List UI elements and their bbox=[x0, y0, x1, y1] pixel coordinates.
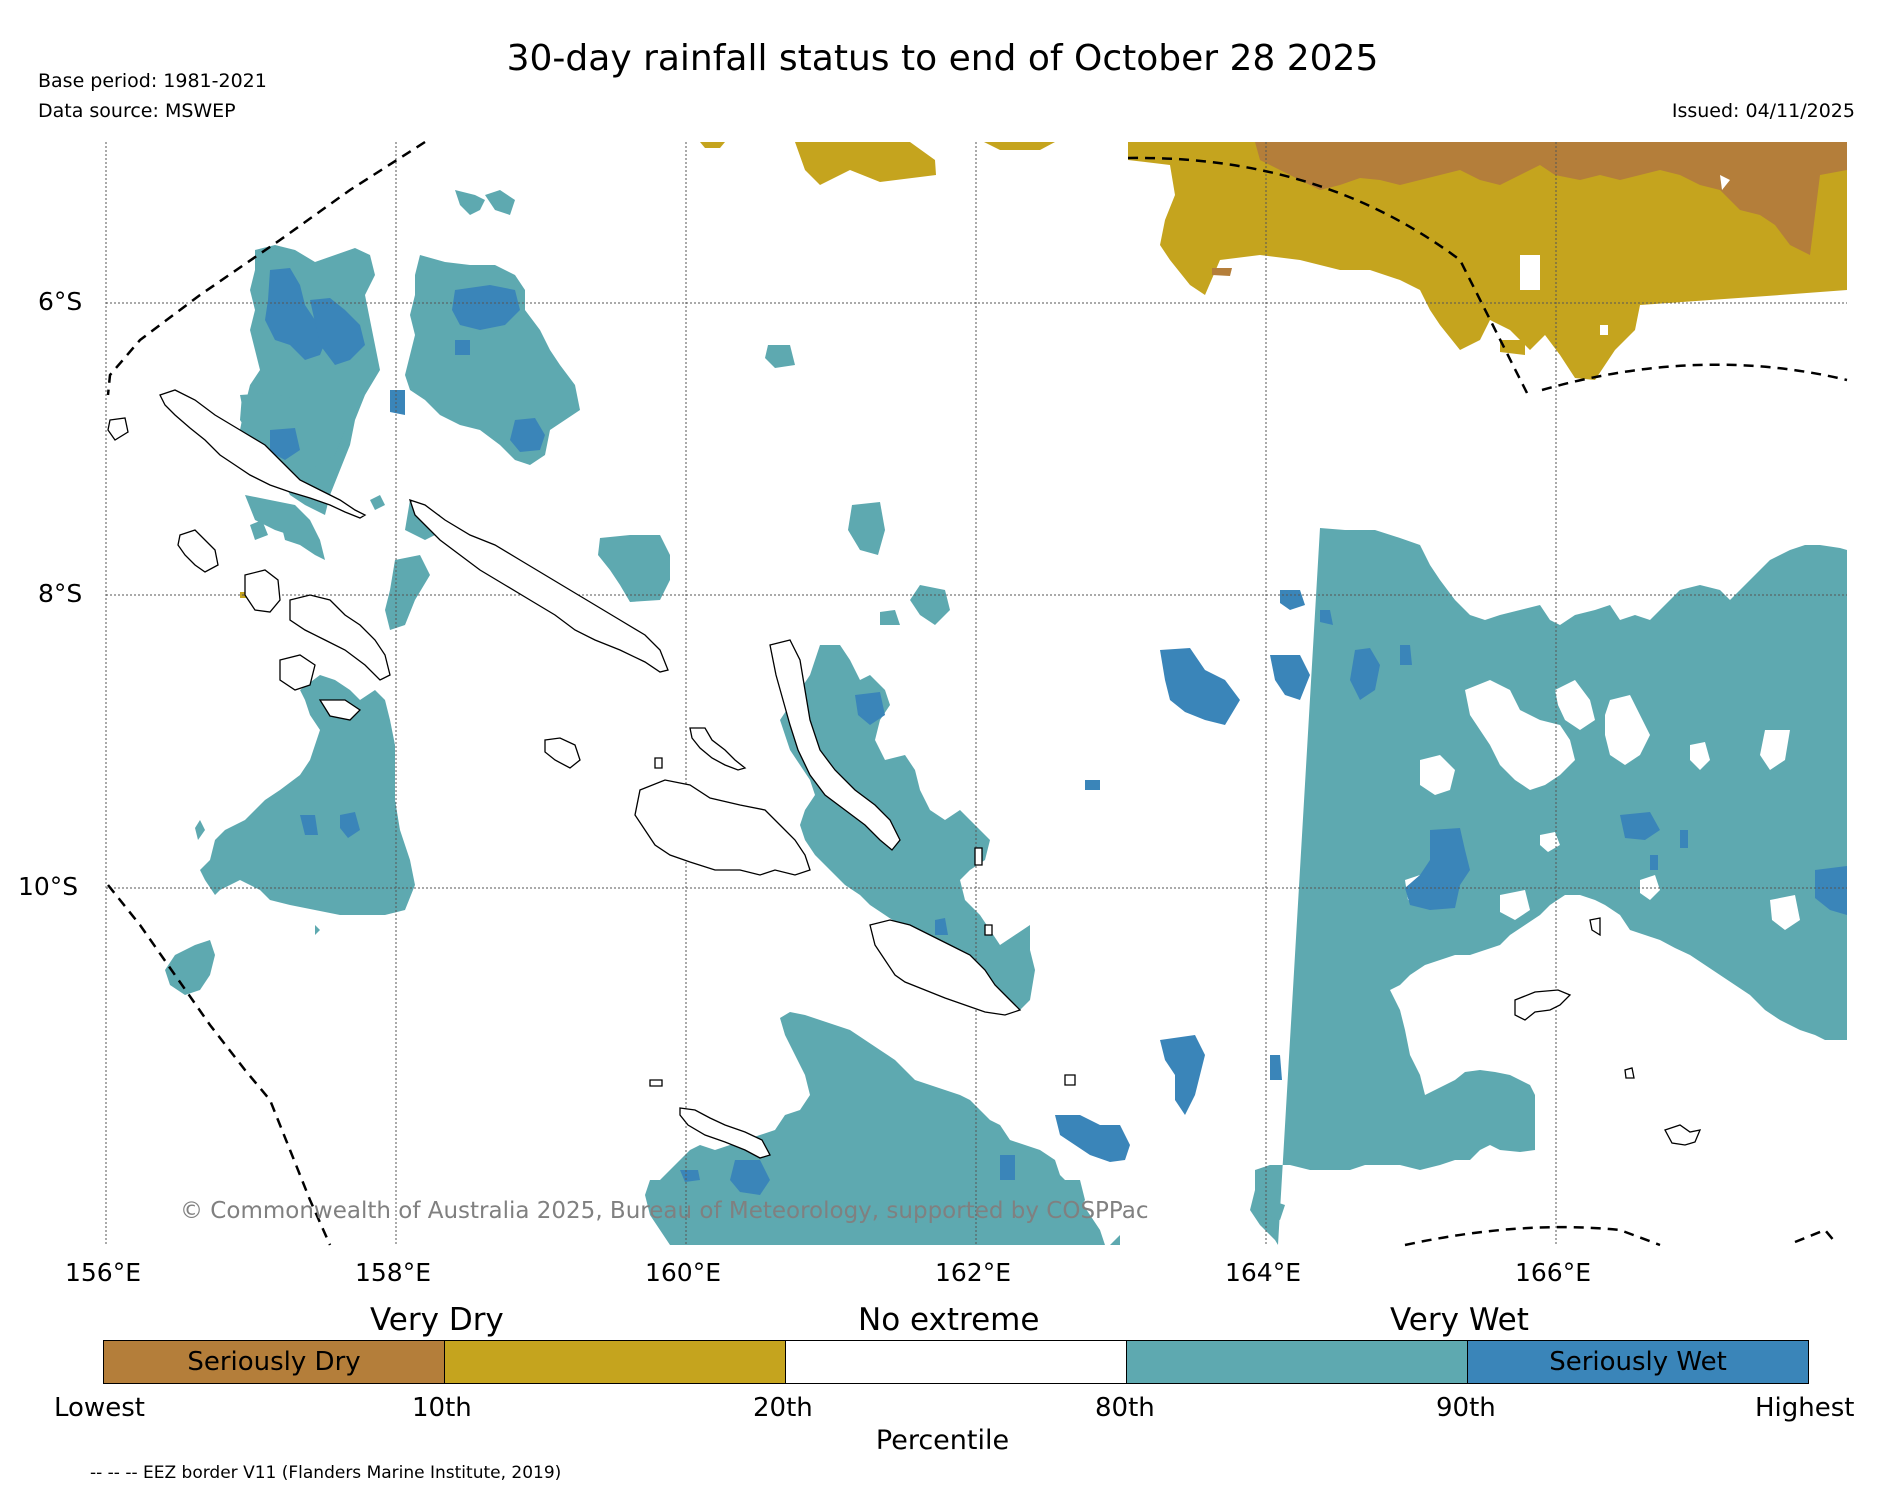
lon-label-164: 164°E bbox=[1225, 1258, 1302, 1287]
colorbar-very-wet bbox=[1127, 1341, 1468, 1383]
colorbar-seriously-wet: Seriously Wet bbox=[1468, 1341, 1808, 1383]
colorbar-no-extreme bbox=[786, 1341, 1127, 1383]
lon-label-160: 160°E bbox=[645, 1258, 722, 1287]
seriously-dry-areas bbox=[1212, 142, 1847, 276]
lon-label-158: 158°E bbox=[355, 1258, 432, 1287]
band-label-very-wet: Very Wet bbox=[1390, 1302, 1529, 1338]
lon-label-156: 156°E bbox=[65, 1258, 142, 1287]
lat-label-6s: 6°S bbox=[38, 287, 83, 316]
tick-90th: 90th bbox=[1436, 1393, 1496, 1423]
seriously-wet-areas bbox=[265, 268, 1847, 1195]
band-label-very-dry: Very Dry bbox=[370, 1302, 504, 1338]
base-period: Base period: 1981-2021 bbox=[38, 70, 267, 92]
data-source: Data source: MSWEP bbox=[38, 100, 236, 122]
lat-label-8s: 8°S bbox=[38, 579, 83, 608]
colorbar: Seriously Dry Seriously Wet bbox=[103, 1340, 1809, 1384]
band-label-no-extreme: No extreme bbox=[858, 1302, 1040, 1338]
very-dry-areas bbox=[240, 142, 1847, 860]
tick-20th: 20th bbox=[753, 1393, 813, 1423]
eez-borders bbox=[106, 140, 1848, 1247]
dry-holes bbox=[1520, 175, 1730, 335]
coastlines bbox=[107, 389, 1702, 1159]
map-title: 30-day rainfall status to end of October… bbox=[506, 38, 1379, 79]
lat-label-10s: 10°S bbox=[18, 872, 79, 901]
colorbar-very-dry bbox=[445, 1341, 786, 1383]
tick-80th: 80th bbox=[1095, 1393, 1155, 1423]
lon-label-162: 162°E bbox=[935, 1258, 1012, 1287]
issued-date: Issued: 04/11/2025 bbox=[1671, 100, 1855, 122]
tick-10th: 10th bbox=[412, 1393, 472, 1423]
tick-highest: Highest bbox=[1755, 1393, 1855, 1423]
lon-label-166: 166°E bbox=[1515, 1258, 1592, 1287]
eez-note: -- -- -- EEZ border V11 (Flanders Marine… bbox=[90, 1463, 562, 1483]
colorbar-seriously-dry: Seriously Dry bbox=[104, 1341, 445, 1383]
copyright-notice: © Commonwealth of Australia 2025, Bureau… bbox=[180, 1198, 1149, 1224]
tick-lowest: Lowest bbox=[54, 1393, 145, 1423]
percentile-axis-label: Percentile bbox=[875, 1425, 1010, 1456]
